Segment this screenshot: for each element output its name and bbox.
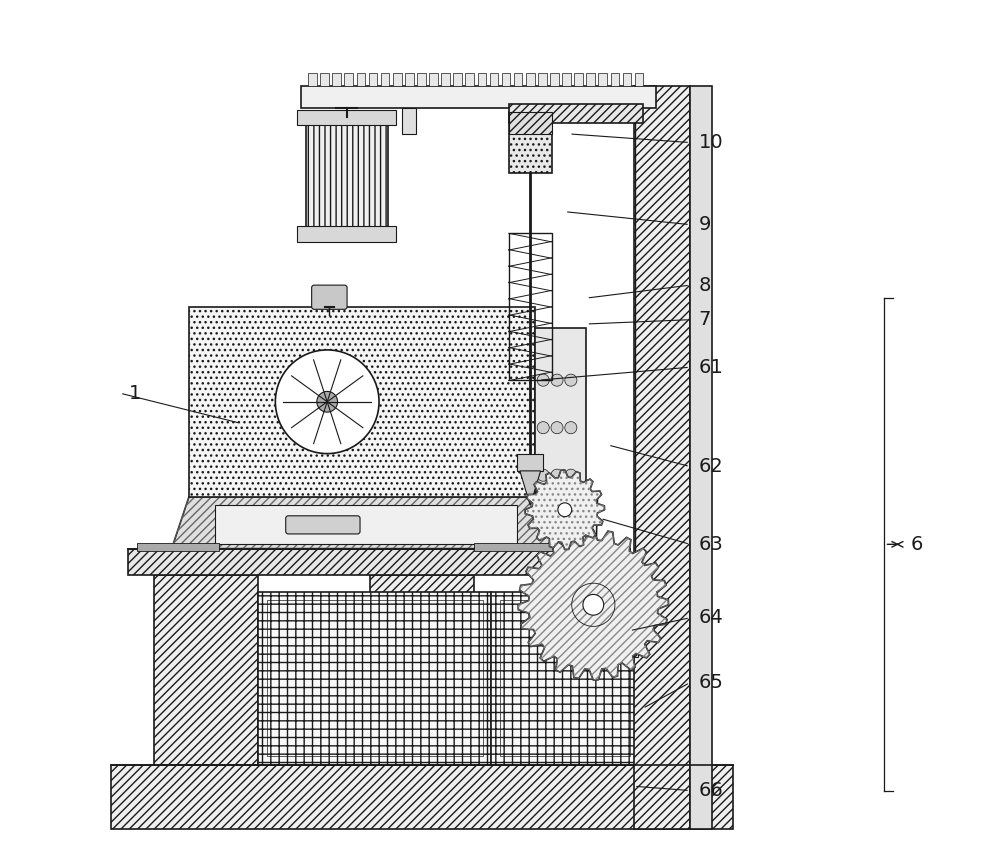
Circle shape: [537, 469, 549, 481]
Bar: [320, 73, 329, 86]
Bar: [690, 86, 712, 829]
Circle shape: [565, 374, 577, 386]
Bar: [500, 600, 630, 756]
Text: 10: 10: [699, 133, 723, 152]
Text: 61: 61: [699, 358, 723, 377]
Circle shape: [537, 374, 549, 386]
Bar: [429, 73, 438, 86]
Text: 9: 9: [699, 215, 711, 234]
Polygon shape: [518, 530, 668, 680]
Bar: [417, 73, 426, 86]
Bar: [258, 592, 491, 765]
FancyBboxPatch shape: [634, 86, 690, 829]
Bar: [509, 233, 552, 380]
Circle shape: [565, 469, 577, 481]
Text: 63: 63: [699, 535, 723, 554]
Bar: [357, 73, 365, 86]
Text: 7: 7: [699, 310, 711, 329]
Text: 1: 1: [128, 384, 141, 403]
Bar: [297, 226, 396, 242]
Bar: [586, 73, 595, 86]
Bar: [267, 600, 483, 756]
Bar: [381, 73, 389, 86]
FancyBboxPatch shape: [509, 104, 643, 123]
Bar: [517, 454, 543, 471]
Circle shape: [551, 469, 563, 481]
Circle shape: [551, 422, 563, 434]
FancyBboxPatch shape: [286, 516, 360, 534]
Bar: [526, 73, 535, 86]
Circle shape: [558, 503, 572, 517]
Circle shape: [537, 422, 549, 434]
FancyBboxPatch shape: [111, 765, 733, 829]
Bar: [562, 73, 571, 86]
Bar: [538, 73, 547, 86]
Polygon shape: [172, 497, 569, 549]
FancyBboxPatch shape: [306, 117, 388, 242]
Bar: [550, 73, 559, 86]
Text: 66: 66: [699, 781, 723, 800]
Bar: [623, 73, 631, 86]
Bar: [574, 73, 583, 86]
Bar: [523, 108, 537, 134]
Bar: [297, 110, 396, 125]
FancyBboxPatch shape: [312, 285, 347, 309]
Circle shape: [317, 391, 338, 412]
Bar: [405, 73, 414, 86]
Bar: [301, 86, 656, 108]
Circle shape: [565, 422, 577, 434]
Bar: [137, 543, 219, 551]
Bar: [393, 73, 402, 86]
Bar: [369, 73, 377, 86]
Bar: [478, 73, 486, 86]
FancyBboxPatch shape: [509, 112, 552, 134]
Text: 8: 8: [699, 276, 711, 295]
Bar: [514, 73, 522, 86]
Bar: [502, 73, 510, 86]
Bar: [402, 108, 416, 134]
Bar: [569, 583, 638, 657]
Bar: [611, 73, 619, 86]
Circle shape: [583, 594, 604, 615]
Polygon shape: [525, 470, 605, 550]
Polygon shape: [520, 471, 541, 505]
FancyBboxPatch shape: [370, 575, 474, 765]
Text: 65: 65: [699, 673, 724, 692]
Bar: [490, 73, 498, 86]
FancyBboxPatch shape: [189, 307, 535, 497]
Bar: [344, 73, 353, 86]
Bar: [465, 73, 474, 86]
Bar: [635, 73, 643, 86]
Text: 62: 62: [699, 457, 723, 476]
Circle shape: [275, 350, 379, 454]
Text: 64: 64: [699, 608, 723, 627]
Circle shape: [551, 374, 563, 386]
FancyBboxPatch shape: [128, 549, 630, 575]
Bar: [535, 328, 586, 492]
Bar: [453, 73, 462, 86]
FancyBboxPatch shape: [509, 112, 552, 173]
Bar: [215, 505, 517, 544]
FancyBboxPatch shape: [154, 575, 258, 765]
Bar: [491, 592, 638, 765]
Bar: [308, 73, 317, 86]
Bar: [598, 73, 607, 86]
Bar: [441, 73, 450, 86]
Text: 6: 6: [910, 535, 923, 554]
Bar: [474, 543, 556, 551]
Bar: [332, 73, 341, 86]
